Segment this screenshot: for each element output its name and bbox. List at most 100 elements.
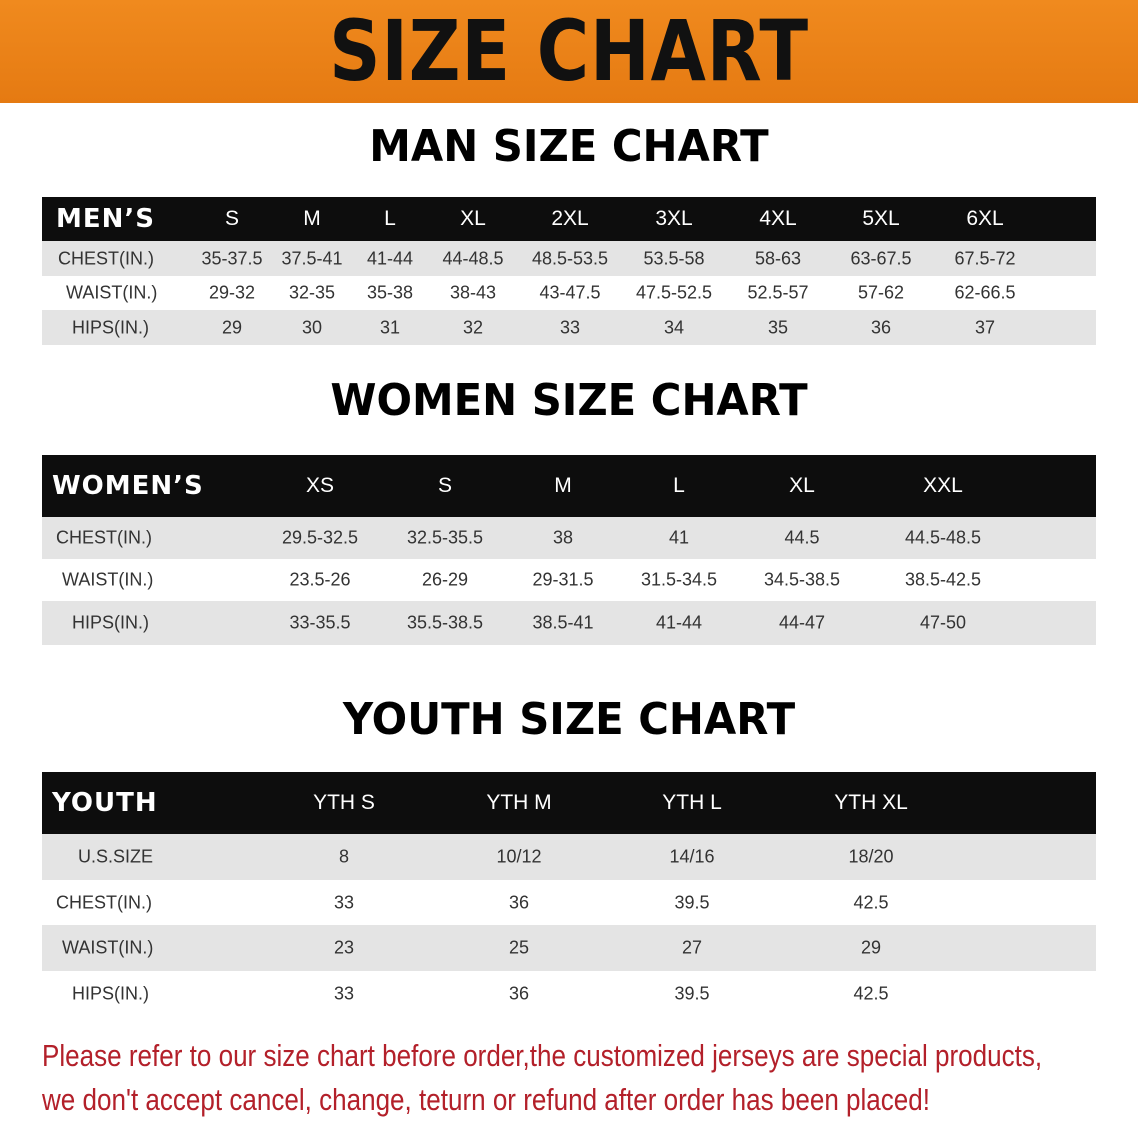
table-cell: 36: [508, 983, 530, 1003]
table-row: CHEST(IN.) 33 36 39.5 42.5: [42, 880, 1096, 925]
table-cell: 33: [559, 317, 581, 337]
table-cell: 67.5-72: [954, 248, 1016, 268]
size-header: YTH M: [486, 791, 552, 814]
youth-size-table: YOUTH YTH S YTH M YTH L YTH XL U.S.SIZE 8 10/12…: [42, 772, 1096, 1016]
table-cell: 44.5-48.5: [904, 527, 982, 548]
table-cell: 58-63: [754, 248, 802, 268]
table-cell: 25: [508, 937, 530, 958]
table-cell: 31.5-34.5: [640, 569, 718, 590]
row-label: CHEST(IN.): [56, 892, 152, 912]
table-row: WAIST(IN.) 29-32 32-35 35-38 38-43 43-47.5 47.…: [42, 276, 1096, 310]
table-cell: 34.5-38.5: [763, 569, 841, 590]
table-cell: 35.5-38.5: [406, 612, 484, 633]
table-cell: 41-44: [366, 248, 414, 268]
banner-title: SIZE CHART: [329, 2, 809, 100]
table-cell: 38-43: [449, 282, 497, 303]
table-cell: 53.5-58: [643, 248, 705, 268]
header-label: MEN’S: [56, 204, 155, 234]
table-row: U.S.SIZE 8 10/12 14/16 18/20: [42, 834, 1096, 880]
women-size-table: WOMEN’S XS S M L XL XXL CHEST(IN.) 29.5-32.5 32.5…: [42, 455, 1096, 645]
table-cell: 14/16: [669, 846, 715, 867]
table-cell: 23.5-26: [289, 569, 351, 590]
size-header: L: [673, 474, 685, 497]
table-cell: 35: [767, 317, 789, 337]
table-row: CHEST(IN.) 29.5-32.5 32.5-35.5 38 41 44.5 44.5…: [42, 517, 1096, 559]
row-label: HIPS(IN.): [72, 983, 150, 1003]
banner: SIZE CHART: [0, 0, 1138, 103]
table-cell: 33: [333, 983, 355, 1003]
table-cell: 18/20: [848, 846, 894, 867]
row-label: WAIST(IN.): [62, 937, 154, 958]
table-cell: 39.5: [674, 983, 710, 1003]
table-cell: 52.5-57: [747, 282, 809, 303]
size-header: 2XL: [551, 207, 589, 230]
size-header: XXL: [923, 474, 963, 497]
table-cell: 32-35: [288, 282, 336, 303]
size-header: 6XL: [966, 207, 1004, 230]
table-cell: 42.5: [853, 983, 889, 1003]
table-cell: 48.5-53.5: [531, 248, 609, 268]
table-row: WAIST(IN.) 23.5-26 26-29 29-31.5 31.5-34.5 34…: [42, 559, 1096, 601]
notice-line-1: Please refer to our size chart before or…: [42, 1038, 1043, 1073]
table-cell: 44-48.5: [442, 248, 504, 268]
table-cell: 26-29: [421, 569, 469, 590]
table-cell: 33-35.5: [289, 612, 351, 633]
table-cell: 39.5: [674, 892, 710, 912]
row-label: U.S.SIZE: [78, 846, 154, 867]
table-cell: 35-38: [366, 282, 414, 303]
size-header: S: [437, 474, 453, 497]
table-header-row: WOMEN’S XS S M L XL XXL: [42, 455, 1096, 517]
table-cell: 34: [663, 317, 685, 337]
table-cell: 62-66.5: [954, 282, 1016, 303]
table-cell: 44.5: [784, 527, 820, 548]
table-cell: 63-67.5: [850, 248, 912, 268]
table-cell: 23: [333, 937, 355, 958]
table-cell: 36: [508, 892, 530, 912]
table-cell: 57-62: [857, 282, 905, 303]
table-cell: 47-50: [919, 612, 967, 633]
table-cell: 35-37.5: [201, 248, 263, 268]
size-header: M: [554, 474, 572, 497]
table-cell: 31: [379, 317, 401, 337]
table-row: HIPS(IN.) 33 36 39.5 42.5: [42, 971, 1096, 1016]
men-size-table: MEN’S S M L XL 2XL 3XL 4XL 5XL 6XL CHEST(IN.) 35-37…: [42, 197, 1096, 345]
row-label: CHEST(IN.): [56, 527, 152, 548]
table-cell: 43-47.5: [539, 282, 601, 303]
table-cell: 32.5-35.5: [406, 527, 484, 548]
men-section-title: MAN SIZE CHART: [369, 121, 769, 172]
table-cell: 29-31.5: [532, 569, 594, 590]
size-header: XL: [789, 474, 815, 497]
size-header: L: [384, 207, 396, 230]
table-cell: 30: [301, 317, 323, 337]
table-cell: 27: [681, 937, 703, 958]
table-cell: 47.5-52.5: [635, 282, 713, 303]
size-header: XS: [305, 474, 335, 497]
size-header: S: [224, 207, 240, 230]
table-cell: 37.5-41: [281, 248, 343, 268]
table-cell: 29: [221, 317, 243, 337]
row-label: HIPS(IN.): [72, 317, 150, 337]
row-label: HIPS(IN.): [72, 612, 150, 633]
table-header-row: MEN’S S M L XL 2XL 3XL 4XL 5XL 6XL: [42, 197, 1096, 241]
table-cell: 29.5-32.5: [281, 527, 359, 548]
table-cell: 42.5: [853, 892, 889, 912]
size-header: 4XL: [759, 207, 797, 230]
header-label: YOUTH: [52, 788, 158, 818]
table-cell: 38.5-42.5: [904, 569, 982, 590]
table-cell: 38.5-41: [532, 612, 594, 633]
table-cell: 41-44: [655, 612, 703, 633]
table-row: CHEST(IN.) 35-37.5 37.5-41 41-44 44-48.5 48.5…: [42, 241, 1096, 276]
table-cell: 33: [333, 892, 355, 912]
size-header: YTH L: [662, 791, 722, 814]
table-cell: 29: [860, 937, 882, 958]
table-cell: 41: [668, 527, 690, 548]
size-header: 3XL: [655, 207, 693, 230]
table-header-row: YOUTH YTH S YTH M YTH L YTH XL: [42, 772, 1096, 834]
row-label: WAIST(IN.): [66, 282, 158, 303]
size-header: YTH S: [313, 791, 375, 814]
table-cell: 36: [870, 317, 892, 337]
table-cell: 8: [338, 846, 350, 867]
size-header: YTH XL: [834, 791, 908, 814]
table-cell: 29-32: [208, 282, 256, 303]
